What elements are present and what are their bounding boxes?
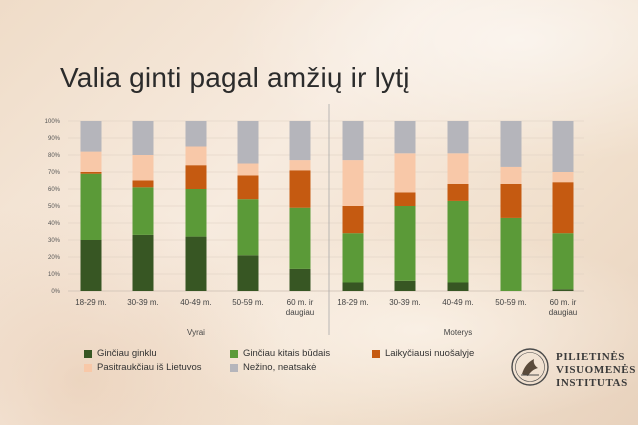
group-label: Moterys xyxy=(444,328,472,337)
y-tick-label: 90% xyxy=(48,136,61,142)
bar-segment-4 xyxy=(237,163,259,176)
legend-item: Laikyčiausi nuošalyje xyxy=(372,348,474,359)
bar-segment-3 xyxy=(80,172,102,174)
bar-segment-1 xyxy=(289,268,311,291)
bar-segment-4 xyxy=(447,153,469,184)
bar-segment-2 xyxy=(289,207,311,269)
bar-segment-4 xyxy=(289,160,311,171)
bar-segment-2 xyxy=(447,200,469,283)
logo-emblem-icon xyxy=(511,348,549,386)
bar-segment-1 xyxy=(185,236,207,291)
bar-segment-4 xyxy=(80,151,102,172)
bar-segment-5 xyxy=(552,121,574,172)
bar-segment-5 xyxy=(289,121,311,161)
bar-segment-2 xyxy=(185,189,207,237)
bar-segment-3 xyxy=(552,182,574,234)
bar-segment-2 xyxy=(132,187,154,235)
bar-segment-5 xyxy=(132,121,154,155)
bar-segment-5 xyxy=(185,121,207,147)
legend-swatch xyxy=(230,363,238,372)
x-tick-label: 40-49 m. xyxy=(180,298,212,307)
bar-segment-1 xyxy=(80,240,102,291)
bar-segment-1 xyxy=(342,282,364,291)
bar-segment-3 xyxy=(447,183,469,201)
bar-segment-3 xyxy=(342,206,364,234)
bar-segment-5 xyxy=(237,121,259,164)
y-tick-label: 10% xyxy=(48,272,61,278)
y-tick-label: 0% xyxy=(51,289,60,295)
legend-item: Pasitraukčiau iš Lietuvos xyxy=(84,362,202,373)
bar-segment-3 xyxy=(289,170,311,208)
logo-line-1: PILIETINĖS xyxy=(556,351,625,363)
legend-label: Ginčiau kitais būdais xyxy=(243,348,331,359)
bar-segment-5 xyxy=(500,121,522,167)
bar-segment-2 xyxy=(342,233,364,283)
legend-swatch xyxy=(372,349,380,358)
x-tick-label: 40-49 m. xyxy=(442,298,474,307)
bar-segment-3 xyxy=(237,175,259,200)
x-tick-label: 30-39 m. xyxy=(389,298,421,307)
x-tick-label: 18-29 m. xyxy=(337,298,369,307)
legend-swatch xyxy=(84,363,92,372)
y-tick-label: 100% xyxy=(45,119,61,125)
bar-segment-1 xyxy=(237,255,259,291)
x-tick-label: 60 m. ir xyxy=(287,298,314,307)
bar-segment-1 xyxy=(552,289,574,291)
x-tick-label: 60 m. ir xyxy=(550,298,577,307)
y-tick-label: 80% xyxy=(48,153,61,159)
bar-segment-5 xyxy=(80,121,102,152)
legend-item: Ginčiau ginklu xyxy=(84,348,157,359)
x-tick-label: 50-59 m. xyxy=(232,298,264,307)
legend-label: Nežino, neatsakė xyxy=(243,362,317,373)
group-label: Vyrai xyxy=(187,328,205,337)
x-tick-label: daugiau xyxy=(286,308,314,317)
institute-logo: PILIETINĖS VISUOMENĖS INSTITUTAS xyxy=(510,345,635,391)
bar-segment-3 xyxy=(394,192,416,206)
bar-segment-3 xyxy=(500,183,522,218)
legend-label: Ginčiau ginklu xyxy=(97,348,157,359)
bar-segment-2 xyxy=(394,206,416,281)
y-tick-label: 20% xyxy=(48,255,61,261)
legend-swatch xyxy=(84,349,92,358)
x-tick-label: 30-39 m. xyxy=(127,298,159,307)
bar-segment-3 xyxy=(132,180,154,188)
bar-segment-4 xyxy=(185,146,207,166)
y-tick-label: 50% xyxy=(48,204,61,210)
bar-segment-4 xyxy=(132,155,154,181)
x-tick-label: 18-29 m. xyxy=(75,298,107,307)
bar-segment-3 xyxy=(185,165,207,189)
bar-segment-4 xyxy=(552,172,574,183)
bar-segment-1 xyxy=(132,234,154,291)
bar-segment-1 xyxy=(394,280,416,291)
bar-segment-5 xyxy=(447,121,469,154)
y-tick-label: 30% xyxy=(48,238,61,244)
x-tick-label: daugiau xyxy=(549,308,577,317)
logo-line-3: INSTITUTAS xyxy=(556,377,628,389)
x-tick-label: 50-59 m. xyxy=(495,298,527,307)
bar-segment-4 xyxy=(342,160,364,206)
bar-segment-5 xyxy=(394,121,416,154)
bar-segment-4 xyxy=(394,153,416,193)
bar-segment-2 xyxy=(552,233,574,290)
bar-segment-5 xyxy=(342,121,364,161)
bar-segment-2 xyxy=(80,173,102,240)
slide-title: Valia ginti pagal amžių ir lytį xyxy=(60,62,410,93)
y-tick-label: 60% xyxy=(48,187,61,193)
legend-label: Pasitraukčiau iš Lietuvos xyxy=(97,362,202,373)
bar-segment-2 xyxy=(237,199,259,256)
legend-label: Laikyčiausi nuošalyje xyxy=(385,348,475,359)
y-tick-label: 70% xyxy=(48,170,61,176)
bar-segment-2 xyxy=(500,217,522,291)
logo-line-2: VISUOMENĖS xyxy=(556,364,636,376)
legend-swatch xyxy=(230,349,238,358)
bar-segment-4 xyxy=(500,166,522,184)
legend-item: Nežino, neatsakė xyxy=(230,362,316,373)
y-tick-label: 40% xyxy=(48,221,61,227)
legend-item: Ginčiau kitais būdais xyxy=(230,348,330,359)
bar-segment-1 xyxy=(447,282,469,291)
